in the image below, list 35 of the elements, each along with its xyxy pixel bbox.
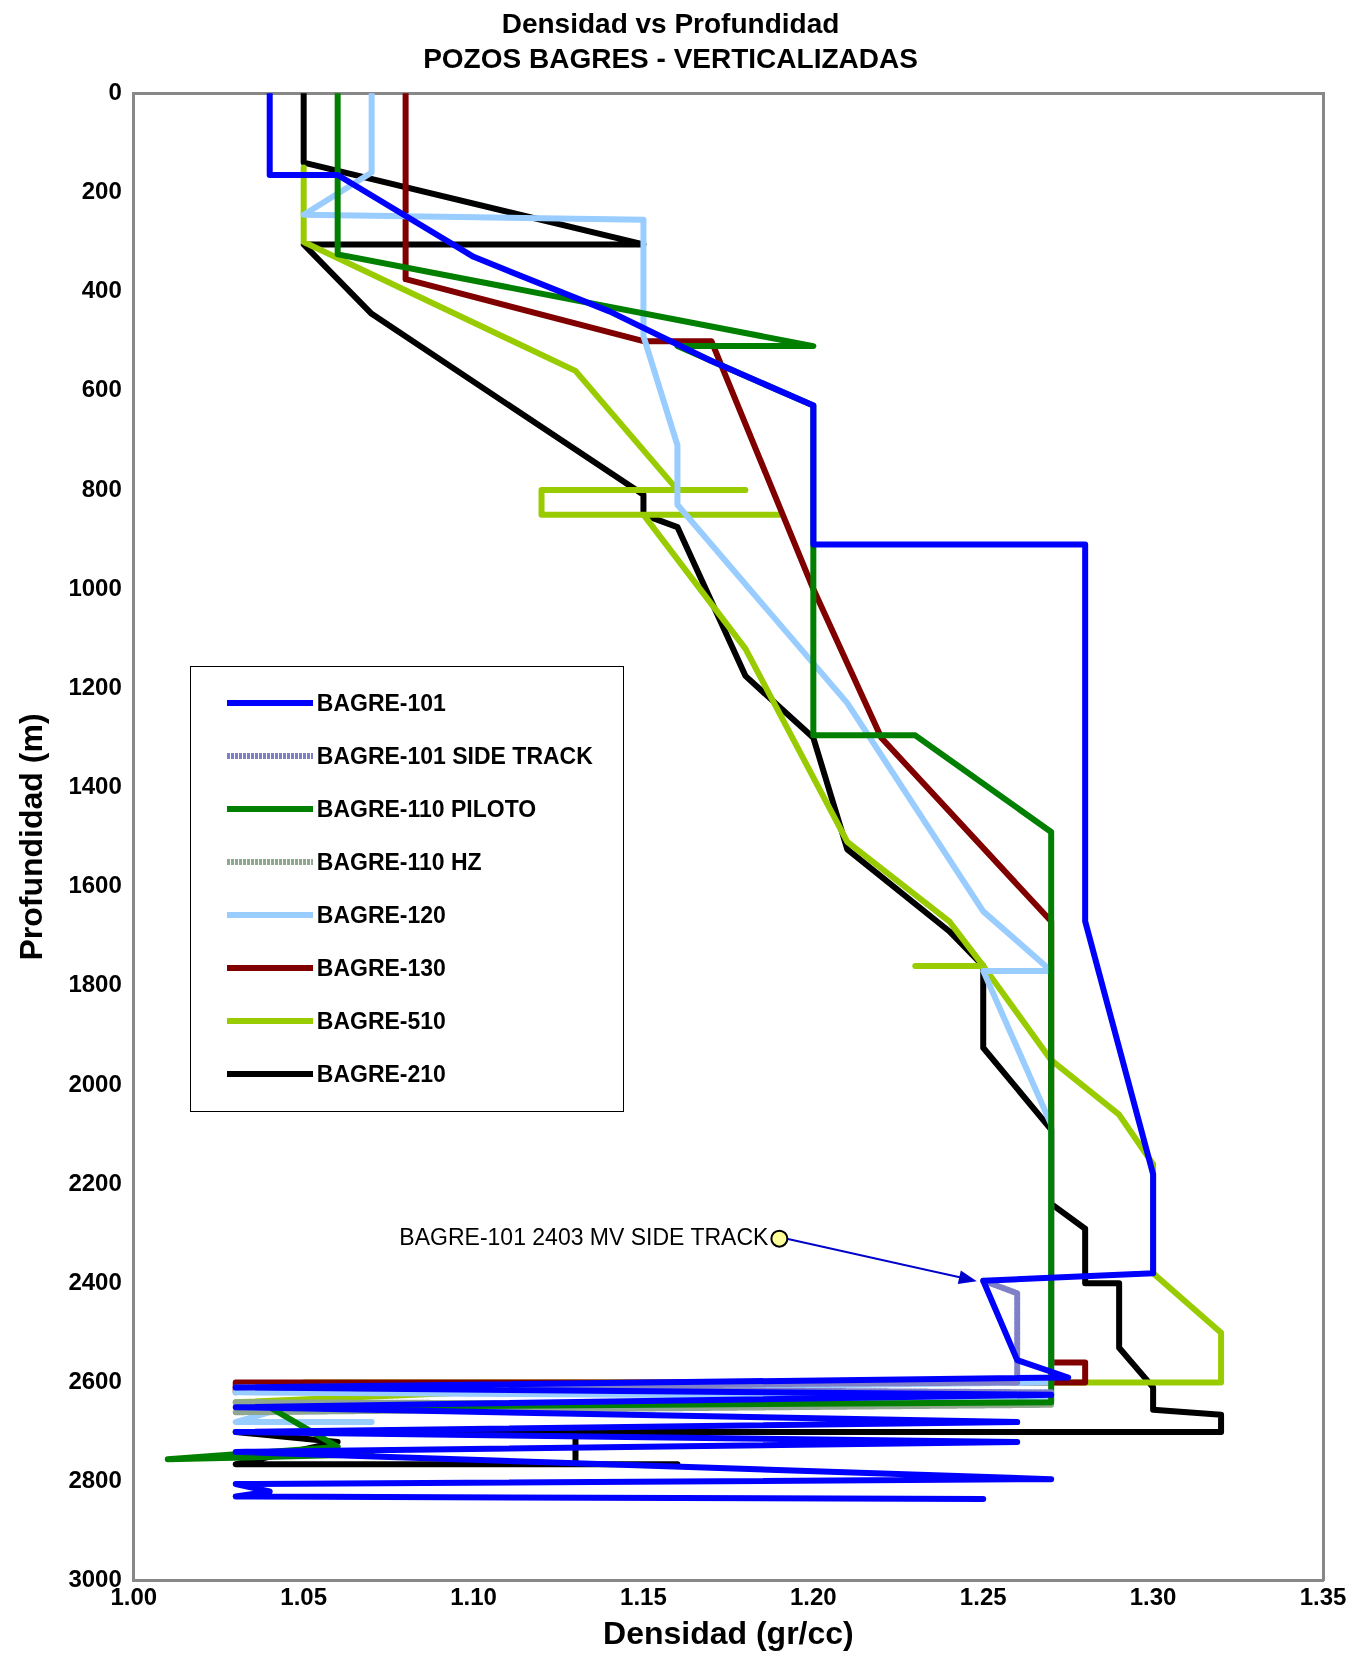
x-tick-label: 1.25 [959,1582,1007,1610]
y-tick-label: 2000 [68,1069,122,1097]
legend-label: BAGRE-130 [316,954,446,982]
y-tick-label: 800 [81,474,122,502]
chart-title: Densidad vs Profundidad [501,7,840,39]
legend-label: BAGRE-510 [316,1007,446,1035]
y-tick-label: 2200 [68,1168,122,1196]
y-tick-label: 1000 [68,573,122,601]
legend-label: BAGRE-101 [316,689,446,717]
legend-label: BAGRE-101 SIDE TRACK [316,742,593,770]
y-tick-label: 1400 [68,772,122,800]
legend-label: BAGRE-210 [316,1060,446,1088]
annotation: BAGRE-101 2403 MV SIDE TRACK [399,1224,770,1250]
x-tick-label: 1.10 [450,1582,497,1610]
legend-label: BAGRE-120 [316,901,446,929]
x-axis-title: Densidad (gr/cc) [603,1614,854,1651]
y-axis-title: Profundidad (m) [13,713,50,961]
x-tick-label: 1.35 [1299,1582,1347,1610]
x-tick-label: 1.15 [620,1582,667,1610]
y-tick-label: 1600 [68,871,122,899]
legend-label: BAGRE-110 HZ [316,848,482,876]
y-tick-label: 600 [81,375,122,403]
chart-subtitle: POZOS BAGRES - VERTICALIZADAS [423,43,918,75]
y-tick-label: 200 [81,177,122,204]
x-tick-label: 1.05 [280,1582,328,1610]
y-tick-label: 400 [81,276,122,304]
y-tick-label: 1200 [68,672,122,700]
y-tick-label: 2600 [68,1367,122,1395]
x-tick-label: 1.30 [1129,1582,1177,1610]
y-tick-label: 2800 [68,1466,122,1494]
legend-label: BAGRE-110 PILOTO [316,795,537,823]
y-tick-label: 2400 [68,1267,122,1295]
y-tick-label: 0 [108,77,122,105]
x-tick-label: 1.20 [789,1582,837,1610]
y-tick-label: 1800 [68,970,122,998]
